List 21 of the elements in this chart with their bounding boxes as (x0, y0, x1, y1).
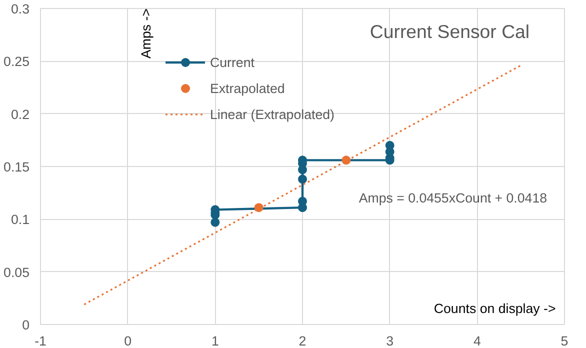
legend-label: Current (210, 54, 254, 70)
y-tick-label: 0.15 (4, 160, 30, 174)
y-tick-label: 0.1 (10, 212, 30, 228)
x-tick-label: 5 (560, 334, 568, 348)
y-tick-label: 0.2 (10, 106, 30, 122)
legend-label: Extrapolated (210, 80, 285, 96)
x-tick-label: 2 (298, 334, 306, 348)
y-axis-title: Amps -> (138, 8, 154, 58)
x-axis-title: Counts on display -> (434, 301, 556, 316)
y-tick-label: 0.25 (4, 54, 30, 70)
y-tick-label: 0 (22, 318, 30, 332)
annotation: Amps = 0.0455xCount + 0.0418 (358, 190, 548, 206)
x-tick-label: 1 (211, 334, 219, 348)
x-tick-label: -1 (34, 334, 46, 348)
y-tick-label: 0.05 (4, 264, 30, 280)
x-tick-label: 0 (124, 334, 132, 348)
x-tick-label: 4 (473, 334, 482, 348)
y-tick-label: 0.3 (10, 2, 30, 16)
x-tick-label: 3 (386, 334, 394, 348)
legend-label: Linear (Extrapolated) (210, 106, 334, 122)
text: Current Sensor Cal (370, 21, 530, 42)
